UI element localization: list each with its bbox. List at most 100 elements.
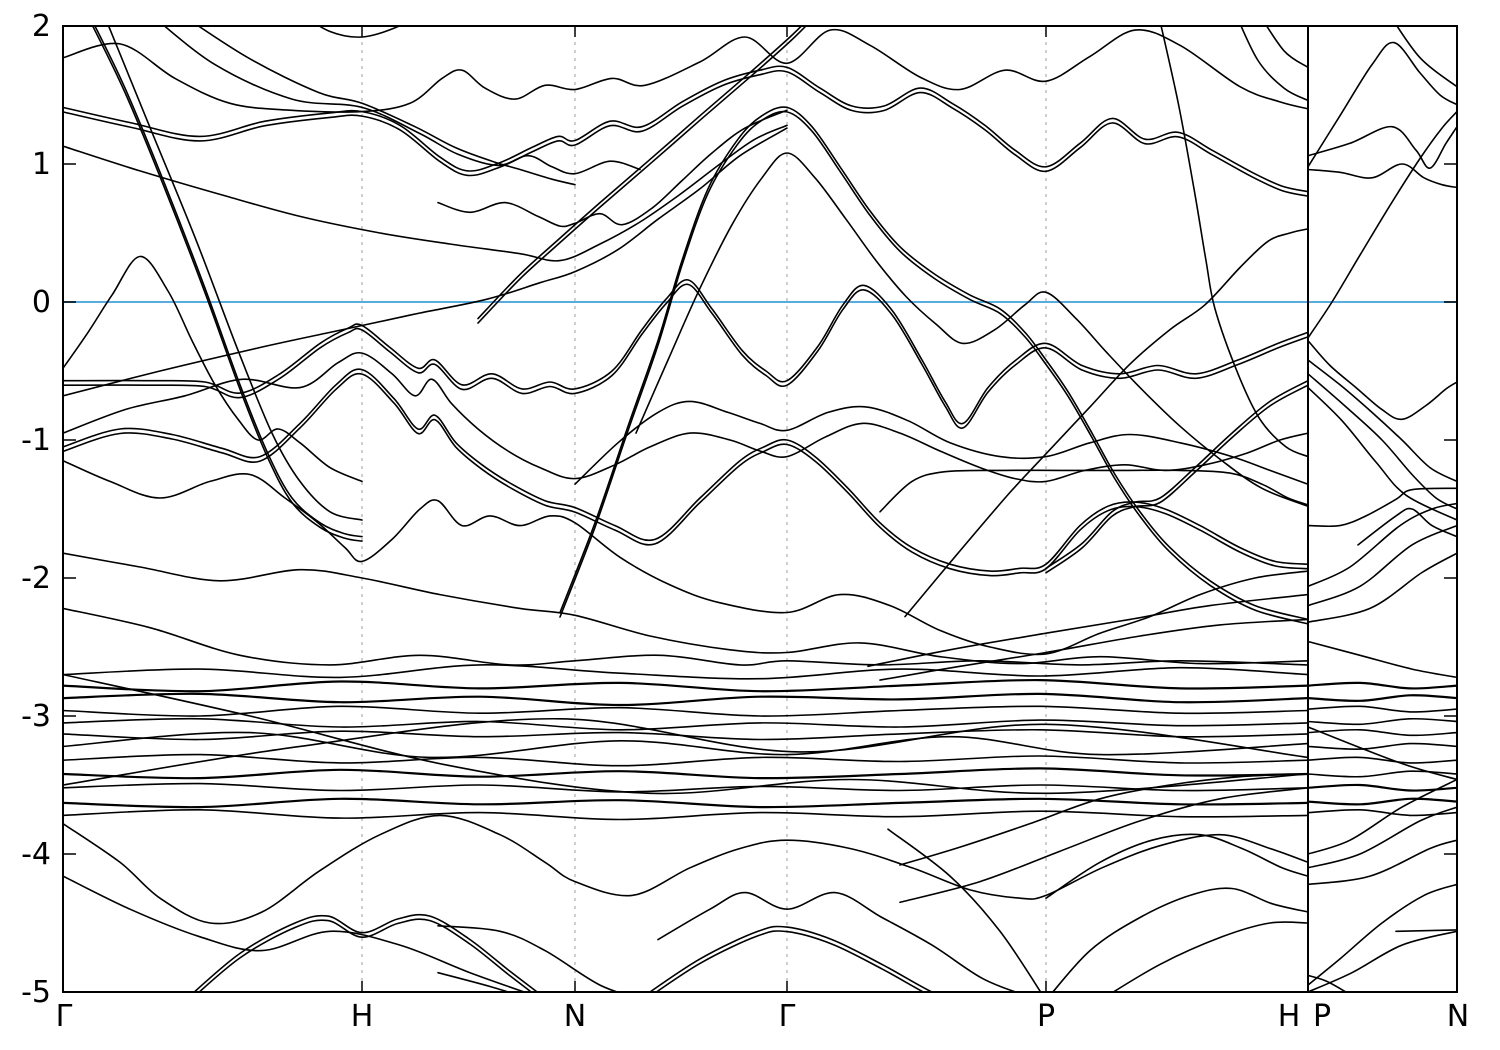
band-line (1307, 339, 1457, 421)
y-axis-label: -3 (21, 699, 51, 734)
band-line (63, 673, 1309, 795)
x-axis-label: Γ (779, 999, 796, 1034)
band-line (63, 124, 788, 262)
band-line (899, 787, 1309, 904)
band-line (1307, 163, 1457, 189)
band-line (63, 705, 1309, 717)
band-line (63, 731, 1309, 759)
band-line (1265, 26, 1309, 69)
band-line (63, 351, 1309, 483)
band-line (1307, 41, 1457, 168)
band-line (1307, 373, 1457, 510)
plot-border (62, 25, 1458, 993)
band-line (107, 26, 363, 521)
y-axis-label: -4 (21, 837, 51, 872)
band-line (1307, 839, 1457, 886)
y-axis-label: -1 (21, 423, 51, 458)
band-line (63, 782, 1309, 793)
band-line-twin (63, 372, 1309, 577)
band-line (1307, 742, 1457, 750)
band-line (1307, 110, 1457, 339)
band-line-twin (198, 918, 533, 992)
x-axis-label: H (351, 999, 374, 1034)
bands-group (63, 26, 1457, 992)
band-line (867, 593, 1309, 668)
band-line (657, 891, 1019, 992)
band-line (63, 279, 1309, 425)
band-line-twin (559, 110, 1309, 625)
band-line (648, 925, 934, 992)
band-line (1160, 26, 1309, 458)
band-line (1307, 552, 1457, 623)
band-line (63, 767, 1310, 780)
band-line (887, 828, 1042, 992)
band-line (63, 459, 1309, 656)
band-line (1045, 379, 1309, 570)
y-axis-label: 1 (32, 147, 51, 182)
band-line (1307, 974, 1347, 992)
x-axis-label: N (564, 999, 586, 1034)
band-line (1307, 756, 1457, 764)
band-line (63, 814, 1309, 925)
band-line (477, 26, 803, 320)
band-line (1395, 929, 1457, 933)
band-line-twin (63, 69, 1309, 197)
band-line (63, 28, 1309, 113)
band-line (1307, 770, 1457, 778)
band-line (437, 971, 511, 992)
band-line (63, 678, 1310, 693)
band-line (1051, 887, 1309, 992)
band-line (904, 228, 1309, 618)
band-line (1307, 359, 1457, 483)
band-line (1357, 507, 1457, 546)
band-line (1307, 717, 1457, 726)
band-line (63, 728, 1309, 741)
band-line (1307, 524, 1457, 607)
band-line (1306, 694, 1457, 702)
x-axis-label: P (1037, 999, 1055, 1034)
band-line (1306, 681, 1457, 690)
band-line (63, 692, 1310, 707)
band-line (197, 26, 576, 186)
band-line (1045, 833, 1309, 899)
band-line (1307, 502, 1457, 588)
band-line (1307, 808, 1457, 817)
band-line-twin (477, 26, 808, 324)
band-line (1307, 640, 1457, 679)
band-line (1307, 705, 1457, 713)
band-line (574, 400, 1309, 485)
band-line (1240, 26, 1309, 102)
band-line (635, 152, 1309, 507)
y-axis-label: 0 (32, 285, 51, 320)
band-line (63, 127, 788, 397)
band-line (1307, 778, 1457, 855)
band-line (879, 618, 1309, 681)
x-axis-label: H (1278, 999, 1301, 1034)
band-line (63, 717, 1309, 731)
x-axis-label: P (1313, 999, 1331, 1034)
band-line (1111, 921, 1309, 992)
band-line (1307, 487, 1457, 528)
x-axis-label: N (1447, 999, 1469, 1034)
band-line (63, 368, 1309, 573)
band-line-twin (63, 283, 1309, 429)
band-line (1307, 386, 1457, 521)
band-line (1307, 125, 1457, 169)
band-line (63, 664, 1309, 680)
band-line (193, 913, 539, 992)
band-line (63, 607, 1309, 666)
band-line (163, 26, 641, 175)
band-line (1307, 728, 1457, 737)
band-line (1306, 783, 1457, 792)
band-line (1307, 930, 1457, 992)
band-line (94, 26, 363, 538)
band-line (63, 797, 1310, 809)
band-line (1396, 26, 1457, 88)
y-axis-label: -2 (21, 561, 51, 596)
band-line (63, 552, 1309, 665)
band-line-twin (1045, 384, 1309, 574)
y-axis-label: -5 (21, 975, 51, 1010)
band-line (63, 753, 1309, 767)
